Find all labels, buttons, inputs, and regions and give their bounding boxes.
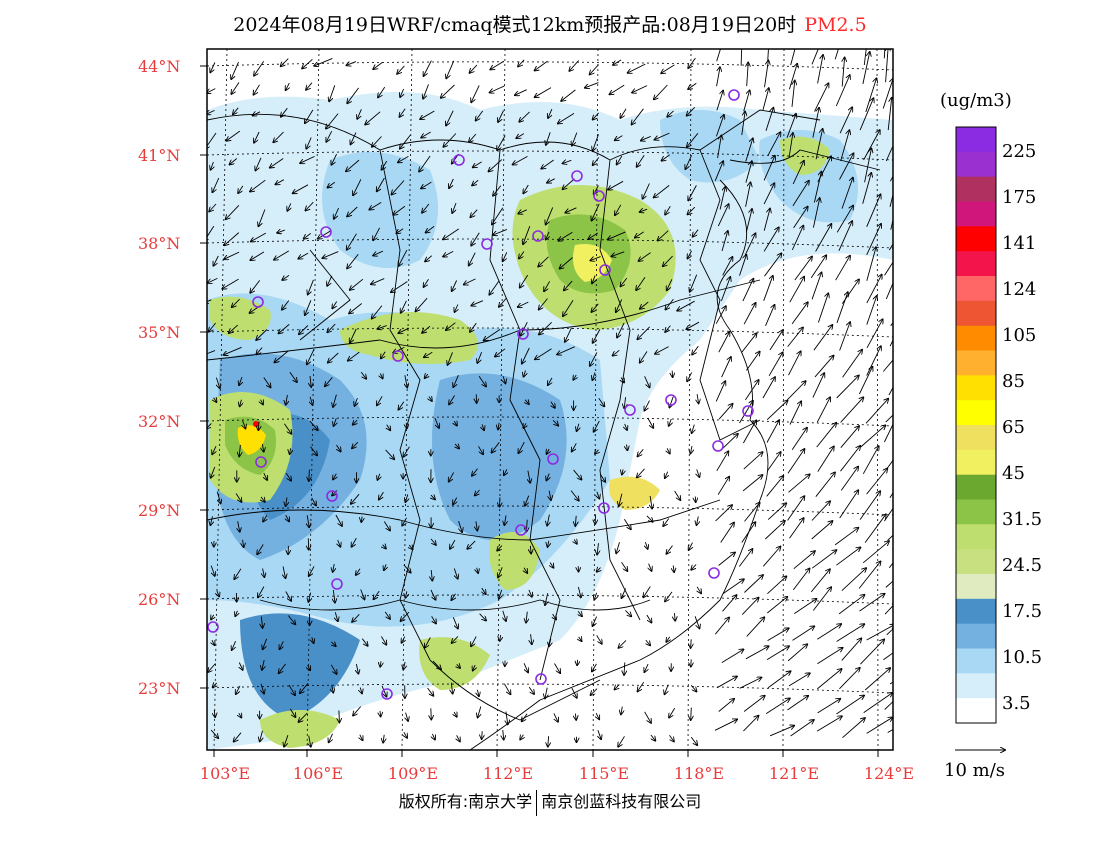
- lat-label: 38°N: [138, 234, 181, 253]
- legend-level: 31.5: [1002, 509, 1043, 530]
- lon-label: 118°E: [673, 764, 725, 783]
- color-bar-swatch: [956, 574, 996, 600]
- lat-label: 29°N: [138, 501, 181, 520]
- footer-separator: [536, 789, 538, 816]
- title-text: 2024年08月19日WRF/cmaq模式12km预报产品:08月19日20时: [233, 14, 797, 36]
- color-bar-swatch: [956, 176, 996, 202]
- company-name: 南京创蓝科技有限公司: [541, 792, 702, 811]
- color-bar-swatch: [956, 151, 996, 178]
- lon-label: 121°E: [768, 764, 820, 783]
- legend-unit: (ug/m3): [940, 90, 1012, 111]
- color-bar-swatch: [956, 673, 996, 699]
- legend-level: 85: [1002, 371, 1025, 392]
- legend-level: 124: [1002, 279, 1037, 300]
- lat-label: 26°N: [138, 590, 181, 609]
- legend-level: 17.5: [1002, 601, 1043, 622]
- copyright-footer: 版权所有:南京大学 南京创蓝科技有限公司: [0, 788, 1100, 816]
- lon-label: 124°E: [863, 764, 915, 783]
- color-bar-swatch: [956, 449, 996, 476]
- legend-level: 24.5: [1002, 555, 1043, 576]
- color-bar-swatch: [956, 698, 996, 724]
- color-bar-swatch: [956, 375, 996, 401]
- color-bar-swatch: [956, 276, 996, 302]
- lat-label: 35°N: [138, 323, 181, 342]
- lon-label: 115°E: [578, 764, 630, 783]
- lat-label: 23°N: [138, 679, 181, 698]
- color-bar-swatch: [956, 623, 996, 649]
- color-bar-swatch: [956, 549, 996, 575]
- color-bar-swatch: [956, 524, 996, 550]
- legend-level: 45: [1002, 463, 1025, 484]
- color-bar-swatch: [956, 300, 996, 327]
- color-bar-swatch: [956, 474, 996, 500]
- color-bar-swatch: [956, 425, 996, 451]
- color-bar-swatch: [956, 127, 996, 153]
- wind-vectors: [207, 49, 893, 747]
- color-bar-swatch: [956, 598, 996, 625]
- color-bar-swatch: [956, 251, 996, 277]
- legend-level: 10.5: [1002, 647, 1043, 668]
- color-bar-swatch: [956, 350, 996, 376]
- color-bar-swatch: [956, 201, 996, 227]
- legend-level: 141: [1002, 233, 1037, 254]
- map-field: [207, 49, 893, 750]
- color-bar: [955, 126, 997, 724]
- color-bar-swatch: [956, 325, 996, 351]
- lon-label: 112°E: [482, 764, 534, 783]
- legend-level: 225: [1002, 141, 1037, 162]
- lat-label: 44°N: [138, 57, 181, 76]
- color-bar-swatch: [956, 499, 996, 525]
- color-bar-swatch: [956, 400, 996, 426]
- lon-label: 109°E: [387, 764, 439, 783]
- lat-label: 41°N: [138, 146, 181, 165]
- map-title: 2024年08月19日WRF/cmaq模式12km预报产品:08月19日20时 P…: [0, 10, 1100, 37]
- legend-level: 175: [1002, 187, 1037, 208]
- reference-vector-label: 10 m/s: [944, 760, 1005, 781]
- lat-label: 32°N: [138, 412, 181, 431]
- lon-label: 103°E: [199, 764, 251, 783]
- legend-level: 3.5: [1002, 693, 1031, 714]
- pollutant-label: PM2.5: [804, 14, 867, 36]
- legend-level: 65: [1002, 417, 1025, 438]
- legend-level: 105: [1002, 325, 1037, 346]
- color-bar-swatch: [956, 648, 996, 674]
- copyright-text: 版权所有:南京大学: [398, 792, 533, 811]
- color-bar-swatch: [956, 226, 996, 252]
- map-frame: [206, 48, 894, 751]
- city-markers: [207, 89, 754, 700]
- lon-label: 106°E: [292, 764, 344, 783]
